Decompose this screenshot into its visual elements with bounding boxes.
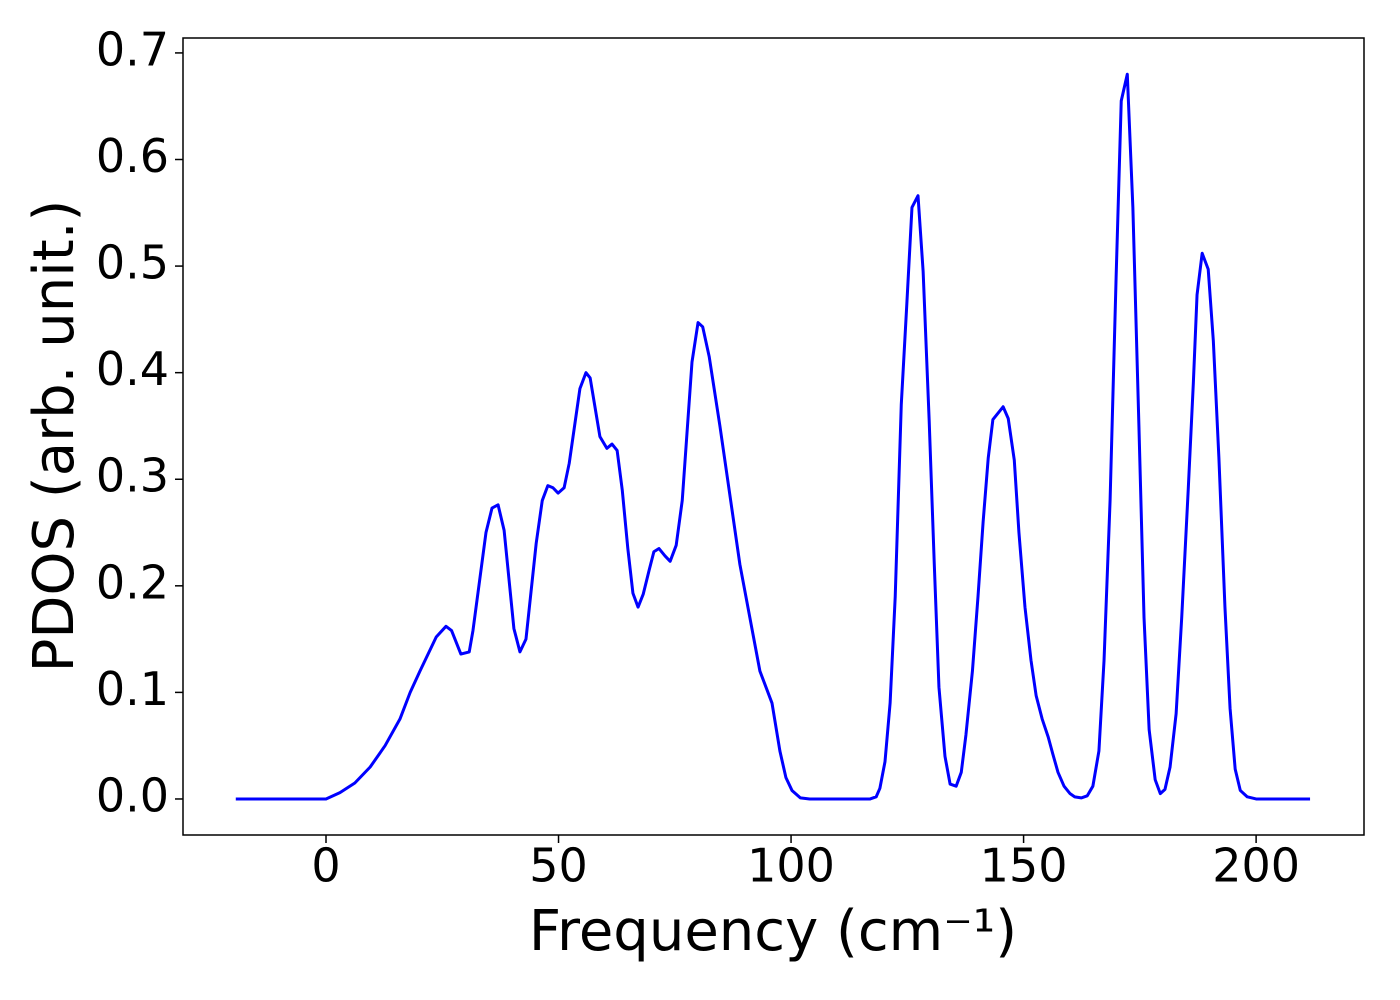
x-tick-label: 200 [1212, 839, 1300, 893]
y-axis-label: PDOS (arb. unit.) [22, 200, 87, 673]
y-tick-label: 0.6 [96, 129, 169, 183]
x-tick-label: 100 [747, 839, 835, 893]
x-tick-label: 50 [529, 839, 588, 893]
y-tick-label: 0.5 [96, 236, 169, 290]
y-tick-label: 0.7 [96, 22, 169, 76]
x-tick-label: 0 [311, 839, 340, 893]
y-tick-label: 0.0 [96, 768, 169, 822]
y-tick-label: 0.1 [96, 662, 169, 716]
y-tick-label: 0.2 [96, 555, 169, 609]
line-series [235, 72, 1311, 801]
plot-frame [182, 37, 1365, 836]
x-tick-label: 150 [980, 839, 1068, 893]
y-tick-label: 0.3 [96, 449, 169, 503]
y-tick-label: 0.4 [96, 342, 169, 396]
x-axis-label: Frequency (cm⁻¹) [529, 899, 1017, 964]
